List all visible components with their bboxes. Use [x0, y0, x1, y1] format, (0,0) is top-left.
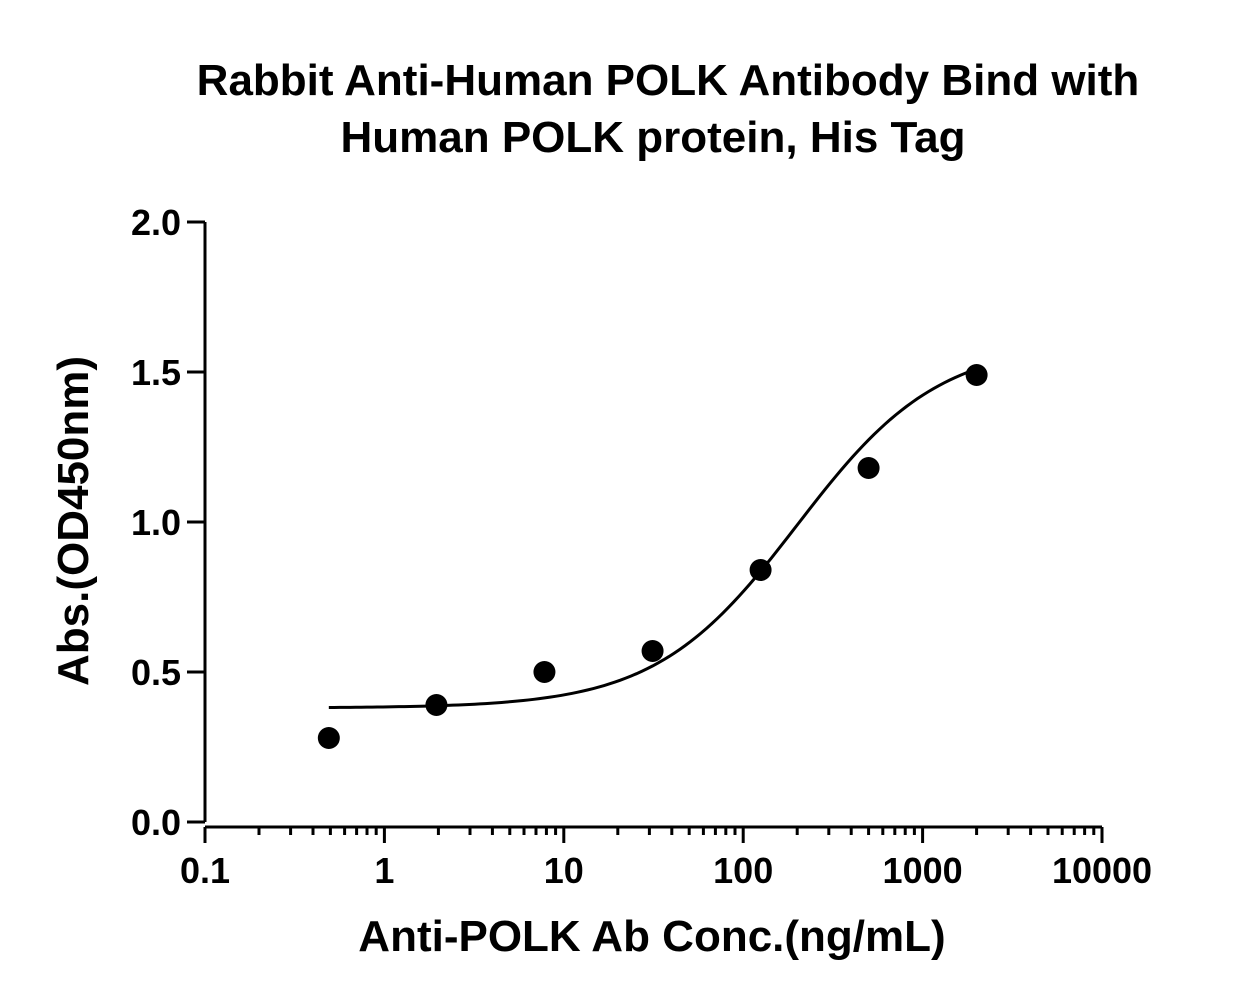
- y-axis-label: Abs.(OD450nm): [49, 356, 98, 686]
- x-tick-label: 10000: [1052, 850, 1152, 891]
- chart-title-line-2: Human POLK protein, His Tag: [340, 113, 965, 162]
- y-tick-label: 2.0: [131, 202, 181, 243]
- data-point: [641, 640, 664, 662]
- x-tick-label: 0.1: [180, 850, 230, 891]
- x-axis: 0.1 1 10 100 1000 10000: [180, 825, 1152, 891]
- x-tick-label: 10: [544, 850, 584, 891]
- y-tick-label: 1.5: [131, 352, 181, 393]
- chart-title: Rabbit Anti-Human POLK Antibody Bind wit…: [197, 56, 1140, 162]
- y-tick-label: 0.0: [131, 802, 181, 843]
- data-point: [857, 457, 880, 479]
- y-tick-label: 0.5: [131, 652, 181, 693]
- x-axis-label: Anti-POLK Ab Conc.(ng/mL): [358, 912, 945, 961]
- data-points: [317, 364, 988, 749]
- data-point: [425, 694, 448, 716]
- x-tick-label: 100: [713, 850, 773, 891]
- x-tick-label: 1000: [883, 850, 963, 891]
- chart-title-line-1: Rabbit Anti-Human POLK Antibody Bind wit…: [197, 56, 1140, 105]
- data-point: [965, 364, 988, 386]
- data-point: [533, 661, 556, 683]
- x-tick-label: 1: [374, 850, 394, 891]
- y-axis: 0.0 0.5 1.0 1.5 2.0: [131, 202, 207, 843]
- y-tick-label: 1.0: [131, 502, 181, 543]
- data-point: [317, 727, 340, 749]
- data-point: [749, 559, 772, 581]
